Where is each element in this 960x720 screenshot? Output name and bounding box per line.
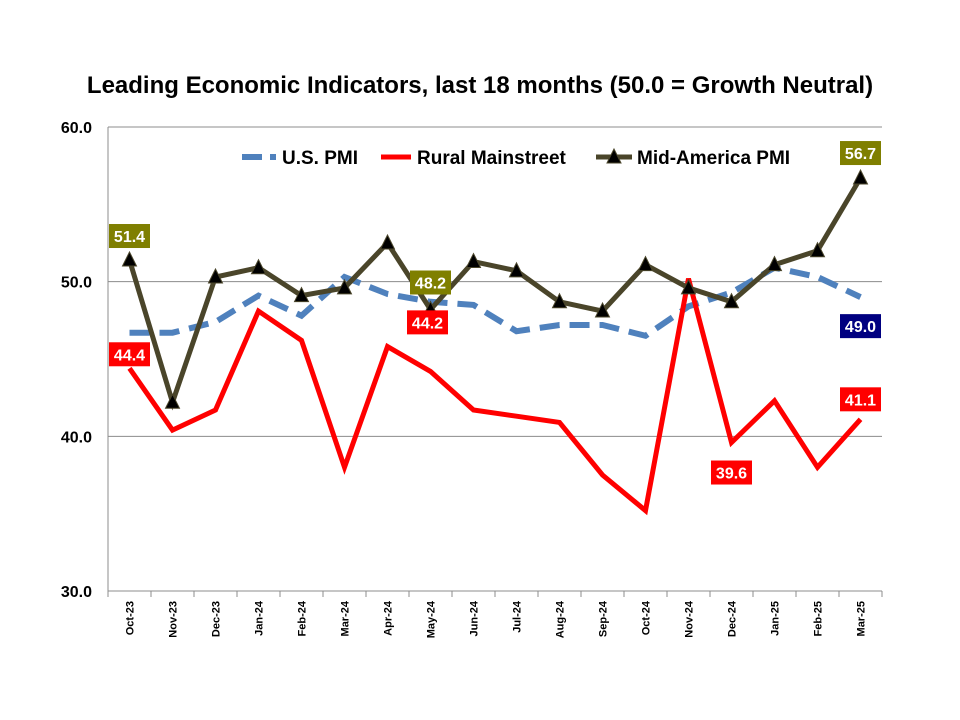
chart-title: Leading Economic Indicators, last 18 mon… — [86, 72, 874, 99]
triangle-marker — [293, 286, 310, 303]
triangle-marker — [594, 301, 611, 318]
x-tick-label: Oct-24 — [641, 600, 653, 635]
triangle-marker — [250, 258, 267, 275]
data-label: 49.0 — [840, 314, 881, 339]
legend-item-1: Rural Mainstreet — [381, 148, 567, 169]
data-label: 39.6 — [711, 460, 752, 485]
x-tick-label: Jan-25 — [770, 601, 782, 636]
legend-item-2: Mid-America PMI — [596, 147, 790, 169]
x-tick-label: Dec-23 — [211, 601, 223, 637]
triangle-marker — [809, 241, 826, 258]
data-label: 44.4 — [109, 342, 150, 367]
data-label-text: 49.0 — [845, 319, 876, 336]
data-labels: 51.4 48.2 56.7 44.4 44.2 39.6 41.1 49.0 — [109, 141, 881, 485]
x-tick-label: Dec-24 — [727, 600, 739, 637]
legend: U.S. PMI Rural Mainstreet Mid-America PMI — [242, 147, 790, 169]
triangle-marker — [465, 252, 482, 269]
x-tick-label: Oct-23 — [125, 601, 137, 635]
data-label-box — [109, 224, 150, 249]
series-line-1 — [127, 277, 863, 516]
data-label: 41.1 — [840, 387, 881, 412]
triangle-marker — [379, 233, 396, 250]
series-line-0 — [129, 264, 862, 340]
x-tick-label: Jul-24 — [512, 600, 524, 633]
x-tick-label: Mar-25 — [856, 601, 868, 636]
triangle-marker — [723, 292, 740, 309]
data-label: 44.2 — [407, 310, 448, 335]
x-tick-label: Jan-24 — [254, 600, 266, 636]
legend-label: U.S. PMI — [282, 148, 358, 169]
data-label: 51.4 — [109, 224, 150, 249]
legend-label: Rural Mainstreet — [417, 148, 567, 169]
legend-label: Mid-America PMI — [637, 148, 790, 169]
series-line-2 — [127, 176, 863, 411]
data-label-text: 44.2 — [412, 315, 443, 332]
data-label-text: 41.1 — [845, 392, 876, 409]
data-label-box — [840, 141, 881, 166]
triangle-marker — [207, 267, 224, 284]
data-label-box — [410, 270, 451, 295]
axes: 30.0 40.0 50.0 60.0 Oct-23 Nov-23 Dec-23 Jan-24… — [61, 120, 883, 638]
triangle-marker — [766, 255, 783, 272]
x-tick-label: Apr-24 — [383, 600, 395, 636]
y-tick-label: 50.0 — [61, 275, 92, 292]
legend-triangle-marker — [606, 147, 622, 164]
triangle-marker — [508, 261, 525, 278]
x-tick-label: Jun-24 — [469, 600, 481, 636]
triangle-marker — [637, 255, 654, 272]
data-label-box — [840, 387, 881, 412]
series-lines — [127, 176, 863, 516]
x-tick-label: May-24 — [426, 600, 438, 638]
y-tick-label: 60.0 — [61, 120, 92, 137]
data-label-box — [407, 310, 448, 335]
data-label: 48.2 — [410, 270, 451, 295]
x-tick-label: Mar-24 — [340, 600, 352, 636]
triangle-marker — [551, 292, 568, 309]
y-tick-label: 40.0 — [61, 429, 92, 446]
x-tick-label: Sep-24 — [598, 600, 610, 637]
triangle-marker — [336, 278, 353, 295]
triangle-marker — [852, 168, 869, 185]
data-label-text: 48.2 — [415, 276, 446, 293]
data-label-text: 44.4 — [114, 347, 145, 364]
x-tick-label: Nov-23 — [168, 601, 180, 638]
triangle-marker — [680, 278, 697, 295]
data-label-text: 39.6 — [716, 466, 747, 483]
data-label: 56.7 — [840, 141, 881, 166]
data-label-box — [109, 342, 150, 367]
x-tick-label: Aug-24 — [555, 600, 567, 638]
y-tick-label: 30.0 — [61, 584, 92, 601]
data-label-box — [711, 460, 752, 485]
triangle-marker — [164, 393, 181, 409]
x-tick-label: Feb-24 — [297, 600, 309, 636]
triangle-marker — [121, 250, 138, 267]
data-label-text: 56.7 — [845, 146, 876, 163]
data-label-box — [840, 314, 881, 339]
legend-item-0: U.S. PMI — [242, 148, 358, 169]
x-tick-label: Feb-25 — [813, 601, 825, 636]
data-label-text: 51.4 — [114, 229, 145, 246]
x-tick-label: Nov-24 — [684, 600, 696, 638]
